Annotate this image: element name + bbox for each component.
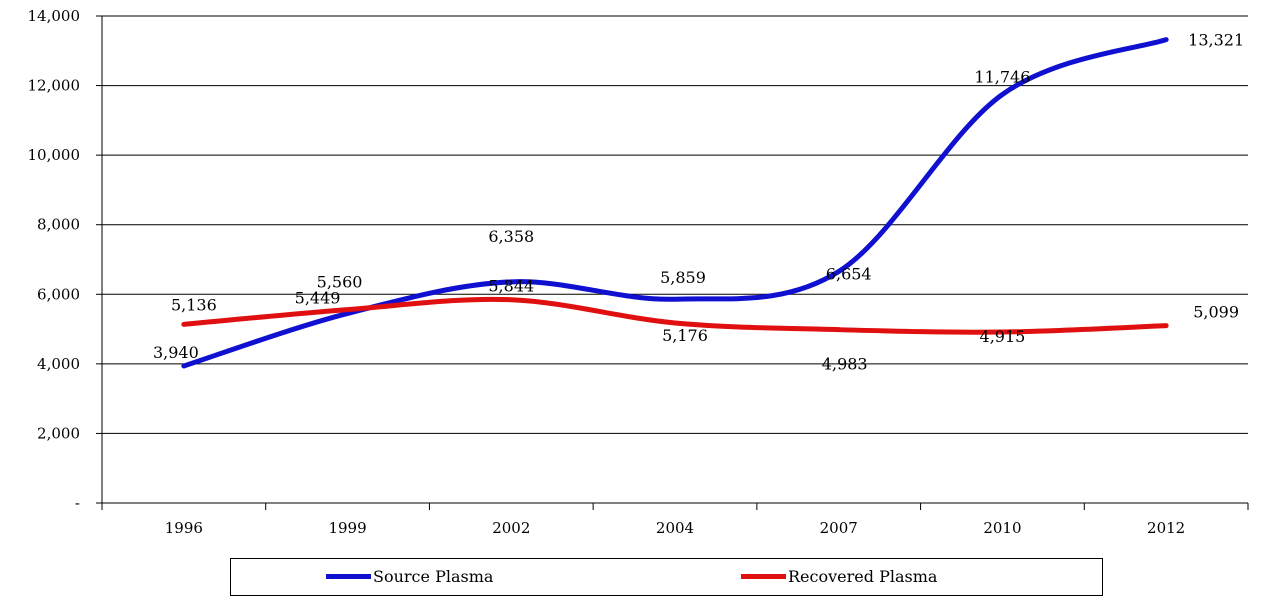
x-tick-label: 2012: [1147, 519, 1185, 537]
y-tick-label: 12,000: [28, 77, 81, 95]
y-tick-label: 8,000: [37, 216, 80, 234]
y-tick-label: 2,000: [37, 424, 80, 442]
legend-item-source-plasma: Source Plasma: [326, 567, 493, 586]
data-labels: 3,940 5,449 6,358 5,859 6,654 11,746 13,321 5,1…: [153, 31, 1244, 374]
data-label-recovered-plasma: 4,983: [822, 355, 868, 374]
series-lines: [181, 37, 1169, 369]
gridlines: [102, 15, 1248, 434]
y-tick-label: 10,000: [28, 146, 81, 164]
x-tick-label: 2004: [656, 519, 694, 537]
legend-swatch-source-plasma: [326, 574, 371, 579]
series-line-recovered-plasma: [181, 296, 1169, 335]
data-label-recovered-plasma: 5,099: [1193, 303, 1239, 322]
x-tick-label: 1996: [165, 519, 203, 537]
legend-item-recovered-plasma: Recovered Plasma: [741, 567, 937, 586]
data-label-recovered-plasma: 4,915: [980, 327, 1026, 346]
data-label-recovered-plasma: 5,844: [488, 277, 534, 296]
data-label-source-plasma: 6,358: [488, 227, 534, 246]
data-label-source-plasma: 5,449: [295, 288, 341, 307]
data-label-source-plasma: 6,654: [826, 265, 872, 284]
x-tick-label: 2010: [983, 519, 1021, 537]
legend-swatch-recovered-plasma: [741, 574, 786, 579]
y-tick-label: 14,000: [28, 7, 81, 25]
series-line-source-plasma: [181, 37, 1169, 369]
x-tick-label: 1999: [328, 519, 366, 537]
data-label-recovered-plasma: 5,560: [317, 273, 363, 292]
data-label-source-plasma: 11,746: [974, 67, 1030, 86]
x-tick-label: 2002: [492, 519, 530, 537]
y-tick-label: 6,000: [37, 285, 80, 303]
x-tick-label: 2007: [820, 519, 858, 537]
x-axis-ticks: 1996 1999 2002 2004 2007 2010 2012: [101, 503, 1249, 537]
legend-label-recovered-plasma: Recovered Plasma: [788, 567, 938, 586]
legend: Source Plasma Recovered Plasma: [230, 558, 1103, 596]
legend-label-source-plasma: Source Plasma: [373, 567, 494, 586]
data-label-source-plasma: 13,321: [1188, 31, 1244, 50]
y-tick-label: -: [75, 494, 80, 512]
y-tick-label: 4,000: [37, 355, 80, 373]
data-label-recovered-plasma: 5,176: [662, 326, 708, 345]
y-axis-ticks: - 2,000 4,000 6,000 8,000 10,000 12,000 14,000: [28, 7, 102, 512]
data-label-source-plasma: 5,859: [660, 268, 706, 287]
data-label-source-plasma: 3,940: [153, 343, 199, 362]
axes: [101, 16, 1248, 504]
line-chart: -2,0004,0006,0008,00010,00012,00014,000 …: [28, 7, 1249, 537]
data-label-recovered-plasma: 5,136: [171, 295, 217, 314]
